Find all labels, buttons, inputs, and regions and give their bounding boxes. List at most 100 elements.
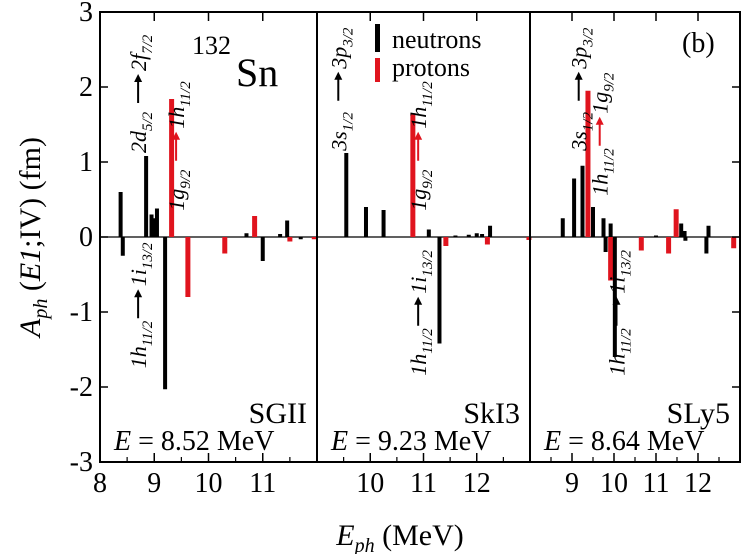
proton-bar [585,90,591,237]
proton-bar [484,237,490,245]
neutron-bar [608,223,613,237]
x-tick-label: 11 [410,468,437,499]
neutron-bar [144,156,149,237]
y-axis-title-italic: E1 [14,248,47,282]
transition-from: 1h11/2 [126,320,156,368]
transition-to: 1h11/2 [164,81,194,129]
transition-from: 1g9/2 [164,169,194,211]
proton-bar [252,216,258,237]
x-tick-label: 10 [356,468,384,499]
proton-bar [222,237,228,254]
neutron-bar [601,218,606,237]
x-tick-label: 10 [600,468,628,499]
y-axis-title-sub: ph [30,299,52,321]
y-axis: -3 -2 -1 0 1 2 3 [70,0,740,478]
panel-model-name: SGII [249,397,307,430]
panel-tag: (b) [682,28,715,59]
transition-down: 1h11/2 1i13/2 [605,249,635,375]
transition-up: 3s1/2 3p3/2 [567,27,597,152]
transition-to: 3p3/2 [567,27,597,70]
transition-from: 1h11/2 [605,328,635,376]
nucleus-symbol: Sn [236,50,278,95]
proton-bar [673,209,679,237]
neutron-bar [591,207,595,237]
neutron-bar [480,234,485,237]
legend-label-neutrons: neutrons [392,25,482,54]
svg-text:Eph (MeV): Eph (MeV) [335,519,463,554]
x-tick-label: 9 [147,468,161,499]
panel-energy-value: = 8.64 MeV [561,426,704,457]
neutron-bar [474,233,479,237]
transition-from: 3s1/2 [567,112,597,152]
neutron-bar [654,235,658,237]
neutron-bar [560,218,565,237]
panel-model-name: SkI3 [463,397,520,430]
transition-arrowhead [595,116,604,125]
neutron-bar [466,234,471,237]
neutron-bar [488,225,493,237]
x-tick-label: 12 [684,468,712,499]
transition-arrowhead [134,74,143,82]
y-tick-label: -1 [70,297,93,328]
transition-down: 1h11/2 1i13/2 [406,249,436,375]
neutron-bar [679,223,684,237]
nucleus-label: 132 Sn [192,31,278,95]
proton-bar [731,237,737,249]
neutron-bar [704,237,709,254]
panel-energy: E = 8.52 MeV [113,426,274,457]
neutron-bar [154,208,159,237]
panel-energy: E = 9.23 MeV [330,426,491,457]
panel-energy: E = 8.64 MeV [543,426,704,457]
x-tick-label: 10 [195,468,223,499]
neutron-bar [426,229,431,237]
x-tick-label: 9 [565,468,579,499]
neutron-bar [683,237,688,241]
neutron-bar [278,234,283,237]
neutron-bar [120,237,125,256]
neutron-bar [163,237,168,390]
neutron-bar [344,153,349,237]
transition-arrowhead [172,131,181,140]
panel-model-name: SLy5 [667,397,730,430]
neutron-bar [603,237,608,252]
panel-energy-symbol: E [113,426,131,457]
y-axis-title-rest1: ( [14,281,47,299]
proton-bar [666,237,672,254]
transition-to: 1h11/2 [406,81,436,129]
transition-up: 3s1/2 3p3/2 [326,27,356,152]
legend-swatch-neutrons [375,24,380,52]
y-tick-label: 3 [79,0,93,28]
transition-up: 2d5/2 2f7/2 [126,34,156,153]
neutron-bar [118,192,123,237]
transition-to: 2f7/2 [126,34,156,71]
transition-to: 1i13/2 [605,249,635,293]
neutron-bar [682,231,687,237]
neutron-bar [363,207,368,237]
y-tick-label: 2 [79,72,93,103]
proton-bar [185,237,191,297]
x-tick-label: 11 [249,468,276,499]
svg-text:Aph (E1;IV) (fm): Aph (E1;IV) (fm) [14,137,52,339]
neutron-bar [453,235,458,237]
transition-from: 1h11/2 [406,328,436,376]
y-tick-label: -3 [70,447,93,478]
legend-swatch-protons [375,58,380,82]
transition-to: 1g9/2 [588,72,618,114]
y-tick-label: 0 [79,222,93,253]
y-axis-title: Aph (E1;IV) (fm) [14,137,52,339]
panel-energy-symbol: E [543,426,561,457]
x-tick-label: 8 [93,468,107,499]
y-tick-label: -2 [70,372,93,403]
transition-to: 1i13/2 [406,249,436,293]
y-tick-label: 1 [79,147,93,178]
transition-down: 1h11/2 1i13/2 [126,242,156,368]
neutron-bar [572,178,577,237]
proton-bar [410,113,416,237]
panel-energy-value: = 9.23 MeV [348,426,491,457]
proton-bar [443,237,449,246]
transition-from: 2d5/2 [126,111,156,153]
x-tick-label: 11 [643,468,670,499]
